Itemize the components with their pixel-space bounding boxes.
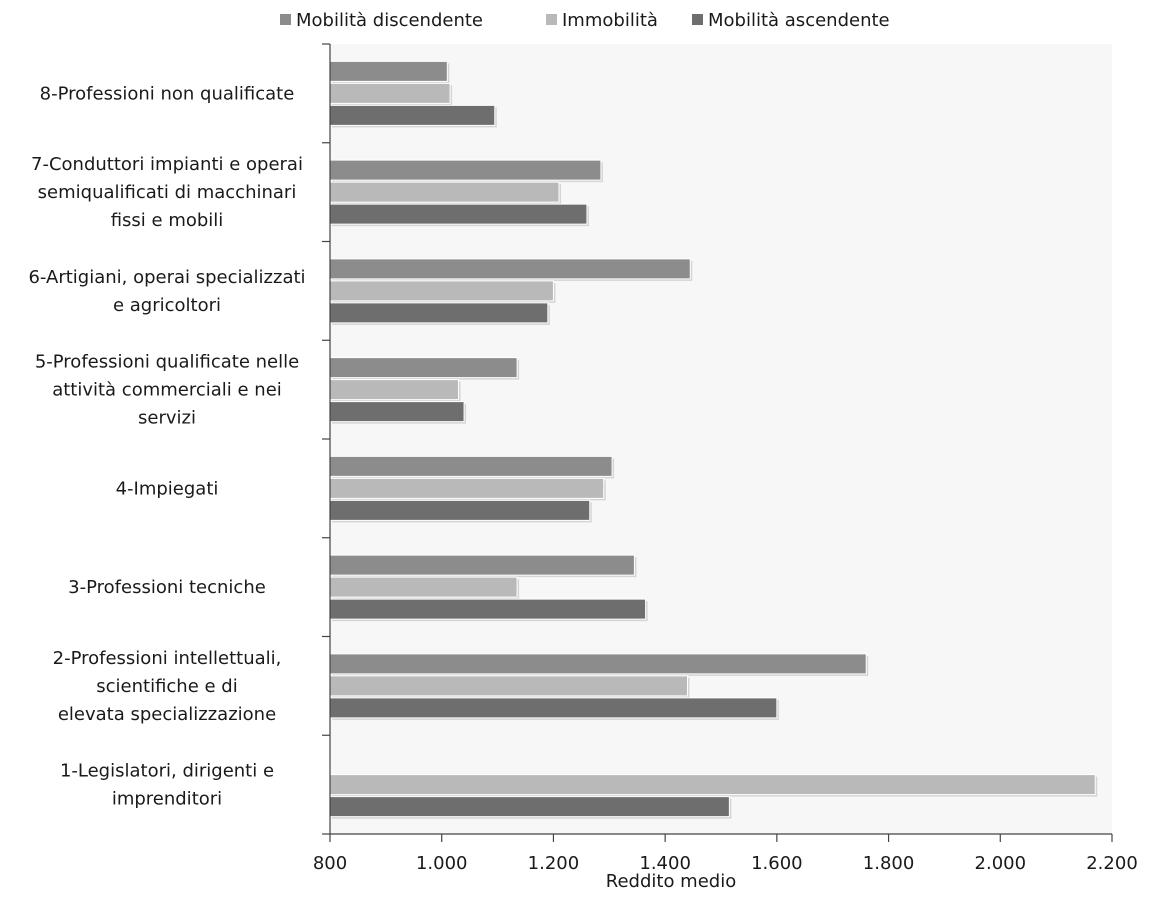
bar [329, 796, 730, 818]
bar [329, 302, 549, 324]
y-axis: 1-Legislatori, dirigenti e imprenditori 2-… [28, 43, 331, 835]
category-label: 8-Professioni non qualificate [40, 83, 295, 104]
bar [329, 258, 691, 280]
bar [329, 159, 602, 181]
category-label: 2-Professioni intellettuali, scientifiche… [53, 648, 282, 725]
x-tick-label: 1.000 [416, 853, 468, 874]
bar [329, 203, 588, 225]
bar [329, 653, 867, 675]
bar [329, 554, 635, 576]
bar [329, 379, 459, 401]
bar [329, 181, 560, 203]
category-label: 5-Professioni qualificate nelle attività … [35, 352, 299, 429]
bar [329, 774, 1096, 796]
legend-swatch [546, 14, 557, 25]
legend-swatch [692, 14, 703, 25]
x-axis-title: Reddito medio [606, 871, 736, 892]
legend-swatch [280, 14, 291, 25]
bar [329, 477, 605, 499]
legend-label: Immobilità [562, 10, 658, 31]
x-tick-label: 1.200 [528, 853, 580, 874]
bar [329, 697, 778, 719]
x-tick-label: 1.400 [639, 853, 691, 874]
legend-label: Mobilità discendente [296, 10, 483, 31]
x-tick-label: 1.600 [751, 853, 803, 874]
x-axis: 800 1.000 1.200 1.400 1.600 1.800 2.000 2.200 [313, 833, 1138, 874]
x-tick-label: 800 [313, 853, 347, 874]
category-label: 1-Legislatori, dirigenti e imprenditori [60, 761, 274, 810]
bar [329, 576, 518, 598]
bar [329, 598, 647, 620]
bar [329, 60, 448, 82]
bar [329, 675, 688, 697]
legend: Mobilità discendente Immobilità Mobilità a… [280, 10, 890, 31]
bar [329, 499, 591, 521]
bar [329, 455, 613, 477]
legend-label: Mobilità ascendente [708, 10, 890, 31]
x-tick-label: 1.800 [863, 853, 915, 874]
category-label: 4-Impiegati [116, 478, 219, 499]
bars-group [329, 60, 1098, 819]
category-label: 6-Artigiani, operai specializzati e agric… [28, 267, 305, 316]
bar [329, 357, 518, 379]
category-label: 3-Professioni tecniche [68, 577, 266, 598]
category-label: 7-Conduttori impianti e operai semiqualif… [31, 154, 303, 231]
bar [329, 280, 554, 302]
bar [329, 104, 496, 126]
bar [329, 82, 451, 104]
x-tick-label: 2.200 [1086, 853, 1138, 874]
bar [329, 401, 465, 423]
x-tick-label: 2.000 [975, 853, 1027, 874]
